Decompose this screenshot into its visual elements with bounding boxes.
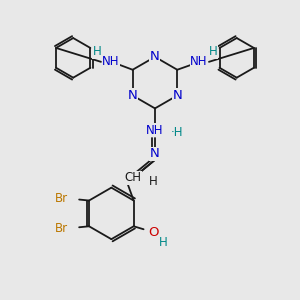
Text: Br: Br xyxy=(55,192,68,205)
Text: N: N xyxy=(150,50,160,63)
Text: H: H xyxy=(208,45,217,58)
Text: N: N xyxy=(128,89,137,102)
Text: ·H: ·H xyxy=(170,126,183,139)
Text: H: H xyxy=(93,45,101,58)
Text: CH: CH xyxy=(125,171,142,184)
Text: H: H xyxy=(148,175,157,188)
Text: N: N xyxy=(172,89,182,102)
Text: H: H xyxy=(159,236,168,249)
Text: NH: NH xyxy=(190,55,208,68)
Text: O: O xyxy=(148,226,159,239)
Text: NH: NH xyxy=(146,124,164,137)
Text: NH: NH xyxy=(102,55,120,68)
Text: Br: Br xyxy=(55,222,68,235)
Text: N: N xyxy=(150,148,160,160)
